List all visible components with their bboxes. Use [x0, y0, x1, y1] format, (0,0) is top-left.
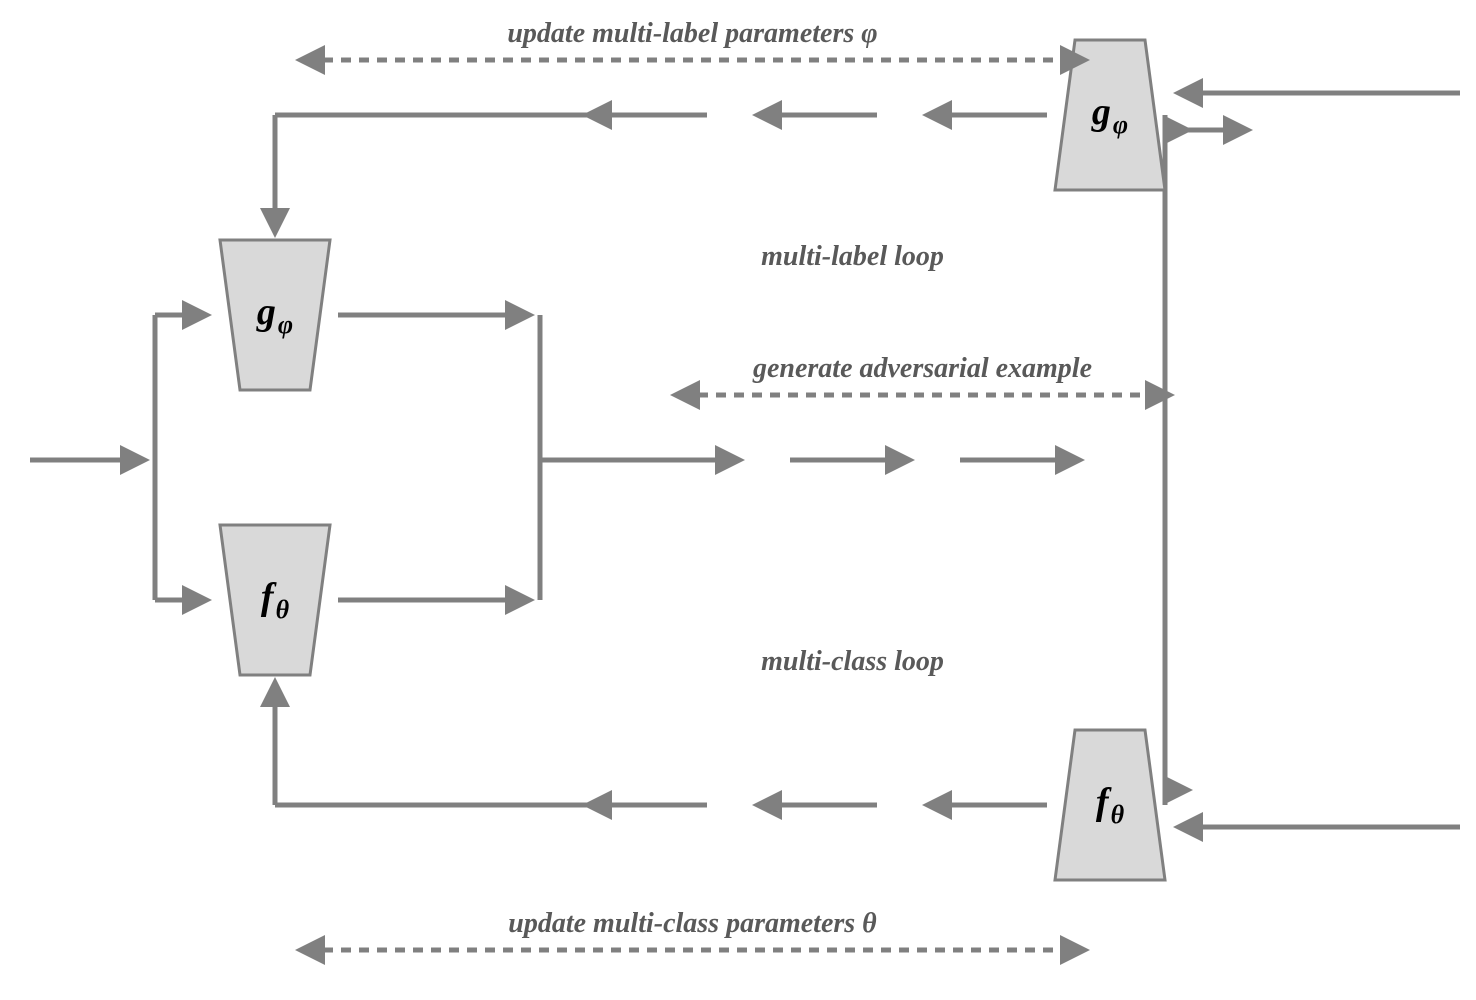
caption-generate: generate adversarial example — [752, 353, 1092, 384]
caption-loop-bottom: multi-class loop — [761, 646, 944, 677]
caption-top: update multi-label parameters φ — [507, 18, 877, 49]
diagram-svg: gφfθgφfθupdate multi-label parameters φu… — [0, 0, 1476, 1000]
caption-bottom: update multi-class parameters θ — [508, 908, 877, 939]
caption-loop-top: multi-label loop — [761, 241, 944, 272]
